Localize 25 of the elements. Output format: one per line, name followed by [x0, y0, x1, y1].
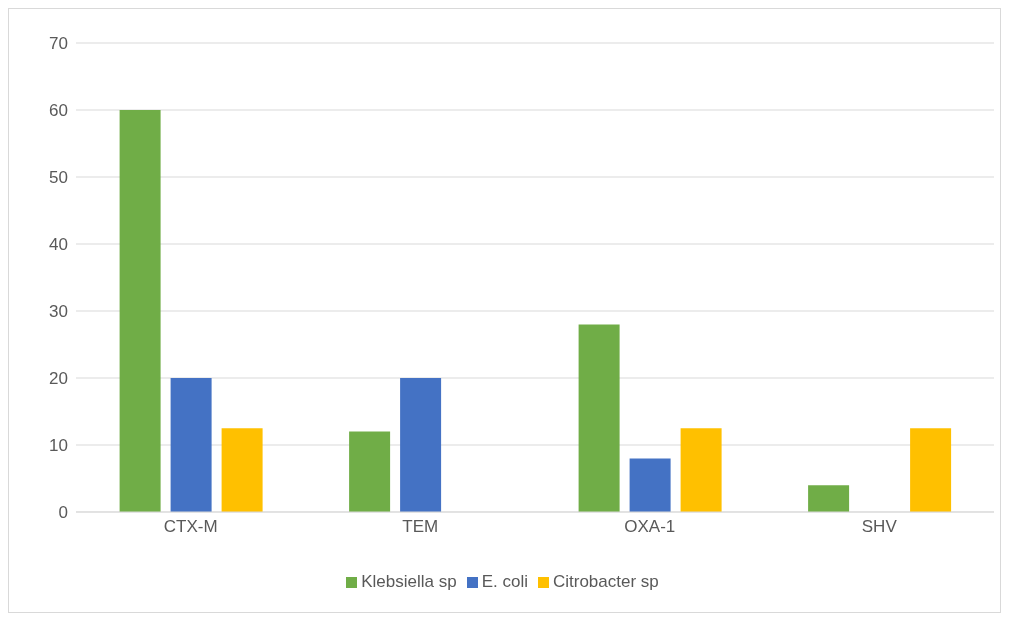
legend-label: Klebsiella sp [361, 572, 457, 591]
y-tick-label: 60 [49, 101, 68, 121]
bar [629, 458, 671, 512]
bar [400, 378, 442, 512]
x-tick-label: SHV [861, 517, 898, 537]
y-tick-label: 0 [58, 503, 68, 523]
y-tick-label: 20 [49, 369, 68, 389]
bar [910, 428, 952, 512]
bar [349, 431, 391, 512]
y-tick-label: 10 [49, 436, 68, 456]
bar [680, 428, 722, 512]
x-tick-label: CTX-M [163, 517, 218, 537]
y-tick-label: 30 [49, 302, 68, 322]
x-tick-label: OXA-1 [624, 517, 676, 537]
x-tick-label: TEM [402, 517, 439, 537]
legend-label: E. coli [481, 572, 528, 591]
bar [808, 485, 850, 512]
y-tick-label: 70 [49, 34, 68, 54]
legend-label: Citrobacter sp [552, 572, 659, 591]
y-tick-label: 40 [49, 235, 68, 255]
bar [170, 378, 212, 512]
bar [119, 110, 161, 512]
bar [578, 324, 620, 512]
bar [221, 428, 263, 512]
y-tick-label: 50 [49, 168, 68, 188]
